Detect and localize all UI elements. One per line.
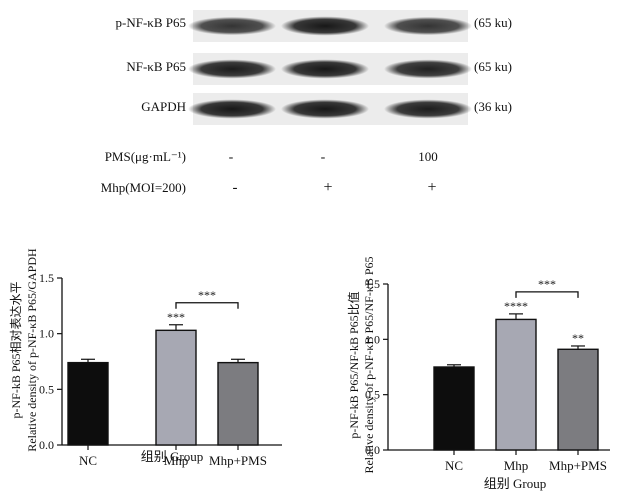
western-blot-panel: p-NF-κB P65 (65 ku) NF-κB P65 (65 ku) GA…	[101, 10, 512, 196]
blot-row-label-nfkb: NF-κB P65	[126, 59, 186, 74]
x-tick-label: Mhp+PMS	[549, 458, 607, 473]
x-tick-label: NC	[79, 453, 97, 468]
blot-band	[188, 59, 276, 79]
bar	[217, 361, 259, 446]
treatment-mhp-lane-1: -	[233, 180, 238, 196]
bar	[557, 348, 599, 451]
y-axis-label-en: Relative density of p-NF-κB P65/GAPDH	[25, 248, 39, 452]
significance-label: ****	[504, 299, 528, 313]
significance-label: ***	[167, 310, 185, 324]
comparison-bracket	[515, 291, 579, 298]
x-axis-label: 组别 Group	[484, 476, 546, 491]
x-tick-label: Mhp+PMS	[209, 453, 267, 468]
x-tick-label: NC	[445, 458, 463, 473]
treatment-label-pms: PMS(μg·mL⁻¹)	[105, 149, 186, 164]
blot-strip-gapdh	[188, 93, 472, 125]
y-axis-label-en: Relative density of p-NF-κB P65/NF-κB P6…	[362, 256, 376, 473]
treatment-mhp-lane-3: +	[427, 179, 436, 196]
treatment-pms-lane-2: -	[321, 150, 326, 165]
blot-row-size-p-nfkb: (65 ku)	[474, 15, 512, 30]
y-tick-label: 1.0	[39, 327, 54, 341]
comparison-bracket	[175, 302, 239, 309]
treatment-pms-lane-3: 100	[418, 149, 438, 164]
y-tick-label: 0.5	[39, 382, 54, 396]
bar-chart-p-nfkb-nfkb: p-NF-kB P65/NF-kB P65比值 Relative density…	[346, 256, 610, 491]
blot-band	[281, 59, 369, 79]
comparison-label: ***	[198, 288, 216, 302]
blot-row-label-p-nfkb: p-NF-κB P65	[116, 15, 186, 30]
blot-strip-p-nfkb	[188, 10, 472, 42]
blot-band	[384, 59, 472, 79]
blot-band	[281, 99, 369, 119]
blot-band	[384, 16, 472, 36]
bar	[67, 361, 109, 446]
y-tick-label: 0.0	[39, 438, 54, 452]
y-axis-label-cn: p-NF-kB P65/NF-kB P65比值	[346, 291, 361, 438]
bar	[433, 366, 475, 451]
blot-row-size-nfkb: (65 ku)	[474, 59, 512, 74]
treatment-pms-lane-1: -	[229, 150, 234, 165]
bar-chart-p-nfkb-gapdh: p-NF-kB P65相对表达水平 Relative density of p-…	[9, 248, 282, 468]
comparison-label: ***	[538, 277, 556, 291]
x-tick-label: Mhp	[164, 453, 189, 468]
treatment-mhp-lane-2: +	[323, 179, 332, 196]
y-tick-label: 1.5	[365, 277, 380, 291]
blot-band	[384, 99, 472, 119]
blot-band	[188, 16, 276, 36]
significance-label: **	[572, 331, 584, 345]
y-tick-label: 0.5	[365, 388, 380, 402]
blot-band	[281, 16, 369, 36]
blot-band	[188, 99, 276, 119]
blot-row-label-gapdh: GAPDH	[141, 99, 186, 114]
blot-strip-nfkb	[188, 53, 472, 85]
y-tick-label: 1.0	[365, 332, 380, 346]
bar	[155, 329, 197, 446]
treatment-label-mhp: Mhp(MOI=200)	[101, 180, 186, 195]
y-tick-label: 0.0	[365, 443, 380, 457]
x-axis-label: 组别 Group	[141, 449, 203, 464]
y-axis-label-cn: p-NF-kB P65相对表达水平	[9, 281, 23, 418]
bar	[495, 318, 537, 451]
x-tick-label: Mhp	[504, 458, 529, 473]
blot-row-size-gapdh: (36 ku)	[474, 99, 512, 114]
y-tick-label: 1.5	[39, 271, 54, 285]
